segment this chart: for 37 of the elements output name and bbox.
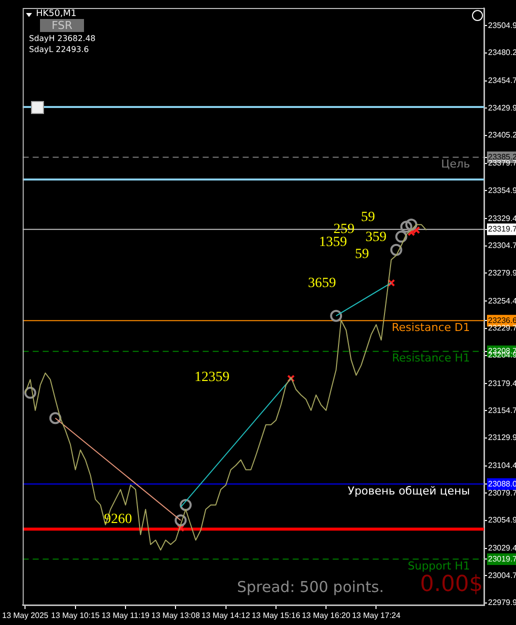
point: [330, 310, 342, 322]
point: [174, 514, 187, 526]
ref-line-label: Support H1: [408, 560, 470, 573]
ref-line-label: Уровень общей цены: [348, 484, 470, 498]
point: [400, 220, 412, 233]
annotation: 3659: [308, 276, 336, 292]
point: [390, 244, 402, 256]
chart-title: HK50,M1: [36, 9, 76, 19]
point: [405, 218, 418, 231]
point: [395, 230, 408, 243]
point: [387, 279, 396, 287]
x-tick-label: 13 May 2025: [2, 611, 49, 620]
ref-line-label: Цель: [441, 158, 470, 171]
annotation: 0.00$: [420, 572, 483, 597]
annotation: SdayL 22493.6: [29, 45, 89, 54]
ref-line-label: Resistance H1: [392, 352, 470, 365]
annotation: Spread: 500 points.: [237, 578, 384, 596]
point: [24, 386, 36, 399]
x-tick-label: 13 May 10:15: [51, 611, 100, 620]
point: [180, 498, 192, 511]
ref-line-label: Resistance D1: [392, 321, 470, 334]
annotation: 359: [366, 230, 386, 246]
annotation: FSR: [40, 19, 84, 32]
x-tick-label: 13 May 16:20: [302, 611, 351, 620]
annotation: 1359: [319, 235, 347, 251]
annotation: 12359: [194, 370, 230, 386]
point: [287, 374, 295, 382]
x-tick-label: 13 May 14:12: [202, 611, 251, 620]
point: [49, 412, 62, 424]
x-tick-label: 13 May 13:08: [151, 611, 200, 620]
annotation: 59: [355, 247, 369, 263]
x-tick-label: 13 May 17:24: [352, 611, 401, 620]
annotation: SdayH 23682.48: [29, 34, 96, 43]
annotation: 59: [361, 210, 375, 226]
x-tick-label: 13 May 15:16: [252, 611, 301, 620]
x-tick-label: 13 May 11:19: [102, 611, 150, 620]
point: [412, 226, 420, 234]
